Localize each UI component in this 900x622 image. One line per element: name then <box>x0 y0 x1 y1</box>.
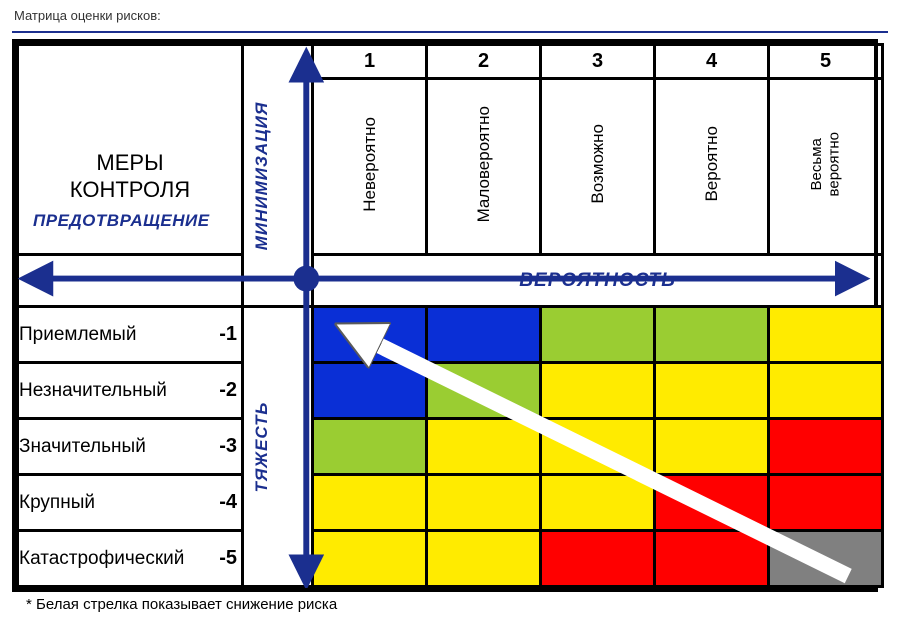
cell-3-4 <box>655 419 769 475</box>
table-row: Крупный-4 <box>18 475 883 531</box>
table-row: Значительный-3 <box>18 419 883 475</box>
cell-2-2 <box>427 363 541 419</box>
matrix-table: МЕРЫ КОНТРОЛЯ ПРЕДОТВРАЩЕНИЕ МИНИМИЗАЦИЯ… <box>16 43 884 588</box>
cell-2-5 <box>769 363 883 419</box>
prevention-label: ПРЕДОТВРАЩЕНИЕ <box>33 211 210 231</box>
title-line2: КОНТРОЛЯ <box>70 177 190 202</box>
col-num-2: 2 <box>427 45 541 79</box>
footnote: * Белая стрелка показывает снижение риск… <box>26 596 888 613</box>
cell-5-3 <box>541 531 655 587</box>
probability-label: ВЕРОЯТНОСТЬ <box>313 255 883 307</box>
cell-5-1 <box>313 531 427 587</box>
severity-label: ТЯЖЕСТЬ <box>252 401 272 492</box>
cell-4-3 <box>541 475 655 531</box>
cell-1-1 <box>313 307 427 363</box>
cell-1-4 <box>655 307 769 363</box>
col-label-5-text: Весьмавероятно <box>808 132 843 196</box>
cell-2-4 <box>655 363 769 419</box>
control-measures-title: МЕРЫ КОНТРОЛЯ <box>19 96 241 203</box>
table-row: Катастрофический-5 <box>18 531 883 587</box>
row-label-2: Незначительный-2 <box>18 363 243 419</box>
table-row: Приемлемый-1 ТЯЖЕСТЬ <box>18 307 883 363</box>
top-rule <box>12 31 888 33</box>
col-label-4-text: Вероятно <box>702 126 722 202</box>
cell-1-5 <box>769 307 883 363</box>
col-label-1-text: Невероятно <box>360 117 380 212</box>
cell-2-1 <box>313 363 427 419</box>
row-label-1: Приемлемый-1 <box>18 307 243 363</box>
col-num-3: 3 <box>541 45 655 79</box>
row-label-4: Крупный-4 <box>18 475 243 531</box>
col-label-3-text: Возможно <box>588 124 608 204</box>
cell-3-2 <box>427 419 541 475</box>
col-label-3: Возможно <box>541 79 655 255</box>
cell-4-2 <box>427 475 541 531</box>
cell-4-1 <box>313 475 427 531</box>
top-left-cell: МЕРЫ КОНТРОЛЯ ПРЕДОТВРАЩЕНИЕ <box>18 45 243 255</box>
col-num-1: 1 <box>313 45 427 79</box>
minimization-label: МИНИМИЗАЦИЯ <box>252 101 272 250</box>
cell-3-1 <box>313 419 427 475</box>
cell-4-5 <box>769 475 883 531</box>
cell-4-4 <box>655 475 769 531</box>
col-label-5: Весьмавероятно <box>769 79 883 255</box>
cell-5-5 <box>769 531 883 587</box>
col-label-2: Маловероятно <box>427 79 541 255</box>
severity-axis-cell: ТЯЖЕСТЬ <box>243 307 313 587</box>
cell-3-3 <box>541 419 655 475</box>
caption: Матрица оценки рисков: <box>14 8 888 23</box>
col-label-1: Невероятно <box>313 79 427 255</box>
minimization-axis-cell: МИНИМИЗАЦИЯ <box>243 45 313 307</box>
col-label-4: Вероятно <box>655 79 769 255</box>
cell-3-5 <box>769 419 883 475</box>
col-num-5: 5 <box>769 45 883 79</box>
cell-5-2 <box>427 531 541 587</box>
cell-5-4 <box>655 531 769 587</box>
col-num-4: 4 <box>655 45 769 79</box>
cell-2-3 <box>541 363 655 419</box>
table-row: Незначительный-2 <box>18 363 883 419</box>
row-label-3: Значительный-3 <box>18 419 243 475</box>
title-line1: МЕРЫ <box>96 150 163 175</box>
prevention-band-spacer <box>18 255 243 307</box>
risk-matrix: МЕРЫ КОНТРОЛЯ ПРЕДОТВРАЩЕНИЕ МИНИМИЗАЦИЯ… <box>12 39 878 592</box>
row-label-5: Катастрофический-5 <box>18 531 243 587</box>
cell-1-3 <box>541 307 655 363</box>
col-label-2-text: Маловероятно <box>474 106 494 222</box>
cell-1-2 <box>427 307 541 363</box>
